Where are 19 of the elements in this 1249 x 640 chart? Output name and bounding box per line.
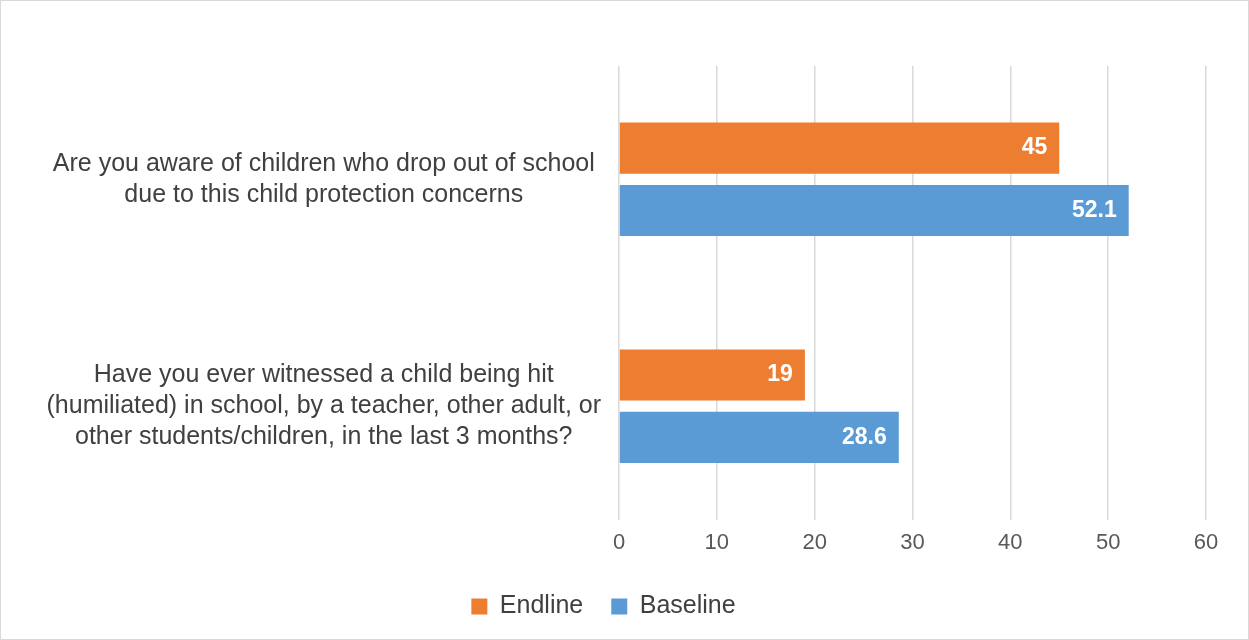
data-label: 19 — [767, 360, 793, 387]
bar — [619, 122, 1060, 174]
y-tick-label: Have you ever witnessed a child being hit (humiliated) in school, by a teacher, other adult, or other students/children, in the last 3 months? — [46, 358, 601, 450]
x-tick-label: 20 — [802, 528, 827, 554]
bar — [619, 411, 899, 463]
legend-label: Endline — [499, 590, 584, 619]
data-label: 52.1 — [1071, 195, 1117, 222]
x-tick-label: 10 — [704, 528, 730, 554]
bar — [619, 349, 805, 401]
x-tick-label: 40 — [998, 528, 1023, 554]
y-tick-label: Are you aware of children who drop out of school due to this child protection concerns — [52, 147, 595, 207]
bar — [619, 184, 1129, 237]
x-tick-label: 0 — [612, 528, 626, 554]
x-tick-label: 60 — [1193, 528, 1219, 554]
legend-label: Baseline — [639, 590, 736, 619]
data-label: 28.6 — [842, 422, 887, 449]
data-label: 45 — [1021, 133, 1048, 160]
x-tick-label: 50 — [1095, 528, 1121, 554]
x-tick-label: 30 — [900, 528, 925, 554]
